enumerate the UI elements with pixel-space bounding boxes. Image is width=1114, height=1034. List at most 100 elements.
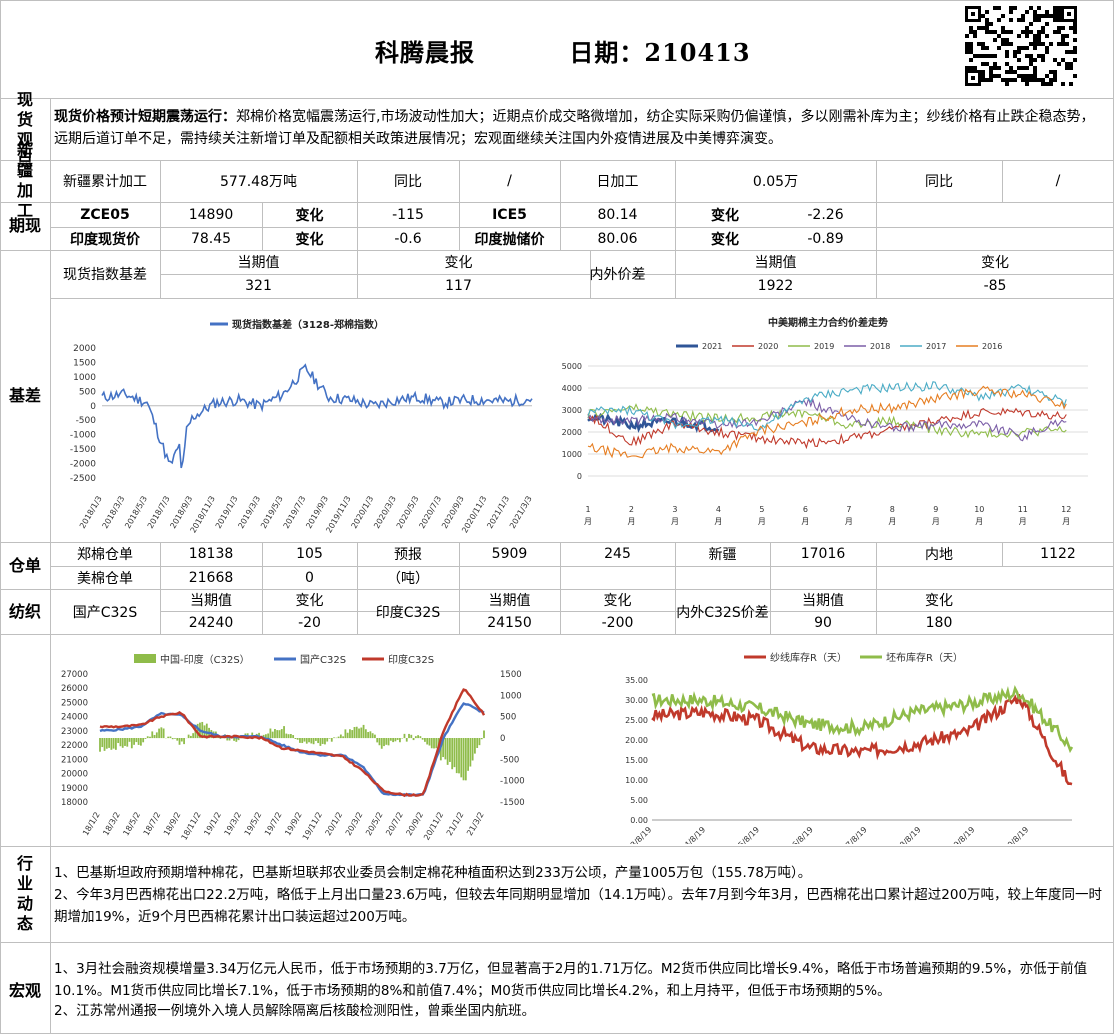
x-tick-unit: 月: [671, 517, 679, 526]
y-tick-label: 35.00: [625, 676, 648, 685]
legend-label: 国产C32S: [300, 653, 346, 666]
x-tick-unit: 月: [1062, 517, 1070, 526]
x-tick-label: 20/5/2: [364, 811, 385, 838]
section-label-warehouse: 仓单: [8, 556, 41, 575]
legend-label: 2017: [926, 342, 946, 351]
difference-bar: [174, 738, 176, 739]
x-tick-label: 2019/9/3: [304, 495, 330, 531]
chart-title: 中美期棉主力合约价差走势: [768, 316, 888, 329]
india-spot-change-label: 变化: [295, 231, 324, 248]
zc-warehouse-value: 18138: [188, 546, 234, 562]
difference-bar: [330, 738, 333, 742]
y-tick-label: 10.00: [625, 776, 648, 785]
difference-bar: [219, 738, 222, 739]
y-tick-label-right: 0: [500, 734, 505, 744]
yarn-inventory-line: [651, 694, 1073, 786]
x-tick-label: 18/8/19: [894, 825, 922, 844]
legend-label: 2016: [982, 342, 1002, 351]
spot-index-basis-label: 现货指数基差: [63, 267, 147, 283]
basis-change-label: 变化: [444, 255, 473, 271]
difference-bar: [458, 738, 460, 774]
difference-bar: [408, 733, 410, 739]
difference-bar: [155, 732, 158, 739]
difference-bar: [480, 738, 483, 740]
report-date: 日期：210413: [569, 37, 751, 67]
x-tick-label: 19/1/2: [202, 811, 223, 838]
difference-bar: [339, 734, 342, 739]
difference-bar: [283, 726, 285, 739]
difference-bar: [344, 729, 347, 739]
difference-bar: [426, 738, 429, 745]
series-line-2020: [587, 407, 1067, 450]
difference-bar: [142, 738, 145, 743]
xinjiang-cum-label: 新疆累计加工: [63, 174, 147, 190]
difference-bar: [410, 734, 413, 739]
difference-bar: [128, 738, 131, 742]
spread-current-value: 90: [814, 614, 832, 631]
x-tick-label: 11: [1018, 505, 1028, 514]
difference-bar: [158, 728, 160, 739]
difference-bar: [360, 727, 363, 739]
spread-current-label: 当期值: [802, 593, 844, 609]
difference-bar: [262, 734, 265, 739]
difference-bar: [228, 738, 231, 741]
legend-label: 2021: [702, 342, 722, 351]
legend-swatch: [134, 654, 156, 663]
difference-bar: [144, 738, 147, 739]
x-tick-label: 20/7/2: [384, 811, 405, 838]
y-tick-label: 0: [90, 402, 96, 412]
x-tick-label: 19/8/19: [948, 825, 976, 844]
difference-bar: [205, 723, 208, 739]
x-tick-label: 18/5/2: [121, 811, 142, 838]
section-label-spinning: 纺织: [8, 602, 41, 621]
difference-bar: [349, 729, 351, 739]
difference-bar: [301, 738, 304, 744]
difference-bar: [428, 738, 431, 746]
x-tick-label: 19/3/2: [223, 811, 244, 838]
y-tick-label-right: 1000: [500, 691, 522, 701]
difference-bar: [433, 738, 435, 749]
difference-bar: [233, 738, 235, 741]
y-tick-label-left: 19000: [61, 784, 88, 794]
difference-bar: [383, 738, 385, 747]
x-tick-unit: 月: [1019, 517, 1027, 526]
difference-bar: [460, 738, 463, 778]
difference-bar: [367, 732, 370, 739]
y-tick-label: 500: [79, 387, 96, 397]
basis-change-value: 117: [445, 278, 472, 294]
spot-view-body: 郑棉价格宽幅震荡运行,市场波动性加大；近期点价成交略微增加，纺企实际采购仍偏谨慎…: [54, 109, 1095, 147]
difference-bar: [478, 738, 481, 746]
y-tick-label: 2000: [562, 428, 582, 437]
difference-bar: [328, 738, 331, 739]
y-tick-label: -2500: [70, 474, 96, 484]
y-tick-label: 25.00: [625, 716, 648, 725]
difference-bar: [378, 738, 381, 746]
x-tick-unit: 月: [975, 517, 983, 526]
domestic-change-value: -20: [298, 614, 321, 631]
difference-bar: [455, 738, 458, 774]
difference-bar: [387, 738, 390, 746]
difference-bar: [151, 731, 154, 739]
india-spot-label: 印度现货价: [70, 231, 140, 248]
difference-bar: [305, 738, 308, 744]
domestic-current-value: 24240: [188, 614, 234, 631]
x-tick-label: 18/3/2: [101, 811, 122, 838]
ice-label: ICE5: [492, 206, 527, 223]
y-tick-label: 20.00: [625, 736, 648, 745]
x-tick-label: 20/3/2: [344, 811, 365, 838]
difference-bar: [274, 729, 276, 739]
x-tick-label: 16/8/19: [787, 825, 815, 844]
y-tick-label: 15.00: [625, 756, 648, 765]
y-tick-label-left: 27000: [61, 670, 88, 680]
difference-bar: [289, 734, 292, 739]
difference-bar: [308, 738, 310, 743]
x-tick-label: 2019/7/3: [282, 495, 308, 531]
x-tick-label: 6: [803, 505, 808, 514]
x-tick-label: 2020/9/3: [440, 495, 466, 531]
difference-bar: [476, 738, 479, 748]
x-tick-label: 2020/1/3: [350, 495, 376, 531]
macro-news-2: 2、江苏常州通报一例境外入境人员解除隔离后核酸检测阳性，曾乘坐国内航班。: [54, 1003, 536, 1019]
x-tick-unit: 月: [932, 517, 940, 526]
difference-bar: [171, 738, 174, 740]
